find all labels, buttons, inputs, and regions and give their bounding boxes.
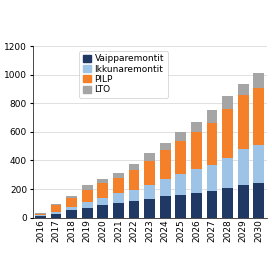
Bar: [113, 203, 124, 218]
Bar: [160, 143, 171, 150]
Bar: [253, 183, 264, 218]
Bar: [66, 207, 77, 211]
Bar: [206, 191, 217, 218]
Bar: [51, 205, 61, 212]
Bar: [97, 179, 108, 183]
Bar: [82, 202, 93, 208]
Bar: [191, 132, 202, 169]
Bar: [238, 84, 249, 95]
Bar: [238, 185, 249, 218]
Bar: [191, 193, 202, 218]
Bar: [175, 132, 186, 141]
Bar: [129, 201, 140, 218]
Bar: [222, 158, 233, 188]
Bar: [129, 164, 140, 170]
Bar: [253, 73, 264, 88]
Bar: [238, 95, 249, 149]
Bar: [253, 88, 264, 146]
Bar: [222, 188, 233, 218]
Bar: [160, 179, 171, 196]
Bar: [35, 214, 46, 215]
Bar: [51, 212, 61, 214]
Bar: [160, 196, 171, 218]
Bar: [144, 185, 155, 199]
Bar: [160, 150, 171, 179]
Bar: [82, 190, 93, 202]
Legend: Vaipparemontit, Ikkunaremontit, PILP, LTO: Vaipparemontit, Ikkunaremontit, PILP, LT…: [79, 51, 168, 98]
Bar: [144, 161, 155, 185]
Bar: [175, 174, 186, 195]
Bar: [175, 195, 186, 218]
Bar: [144, 199, 155, 218]
Bar: [51, 204, 61, 205]
Bar: [191, 122, 202, 132]
Bar: [35, 215, 46, 216]
Bar: [35, 213, 46, 214]
Bar: [97, 183, 108, 197]
Bar: [238, 149, 249, 185]
Bar: [222, 109, 233, 158]
Bar: [82, 208, 93, 218]
Bar: [97, 197, 108, 205]
Bar: [206, 123, 217, 165]
Bar: [113, 178, 124, 193]
Bar: [82, 186, 93, 190]
Bar: [97, 205, 108, 218]
Text: Korjausrakentamisen säästöpotentiaali: Korjausrakentamisen säästöpotentiaali: [0, 14, 272, 29]
Bar: [66, 198, 77, 207]
Bar: [206, 165, 217, 191]
Bar: [66, 196, 77, 198]
Bar: [51, 214, 61, 218]
Bar: [66, 211, 77, 218]
Bar: [253, 146, 264, 183]
Bar: [222, 95, 233, 109]
Bar: [191, 169, 202, 193]
Bar: [175, 141, 186, 174]
Bar: [144, 153, 155, 161]
Bar: [113, 173, 124, 178]
Bar: [35, 216, 46, 218]
Bar: [113, 193, 124, 203]
Bar: [129, 170, 140, 190]
Bar: [206, 110, 217, 123]
Bar: [129, 190, 140, 201]
